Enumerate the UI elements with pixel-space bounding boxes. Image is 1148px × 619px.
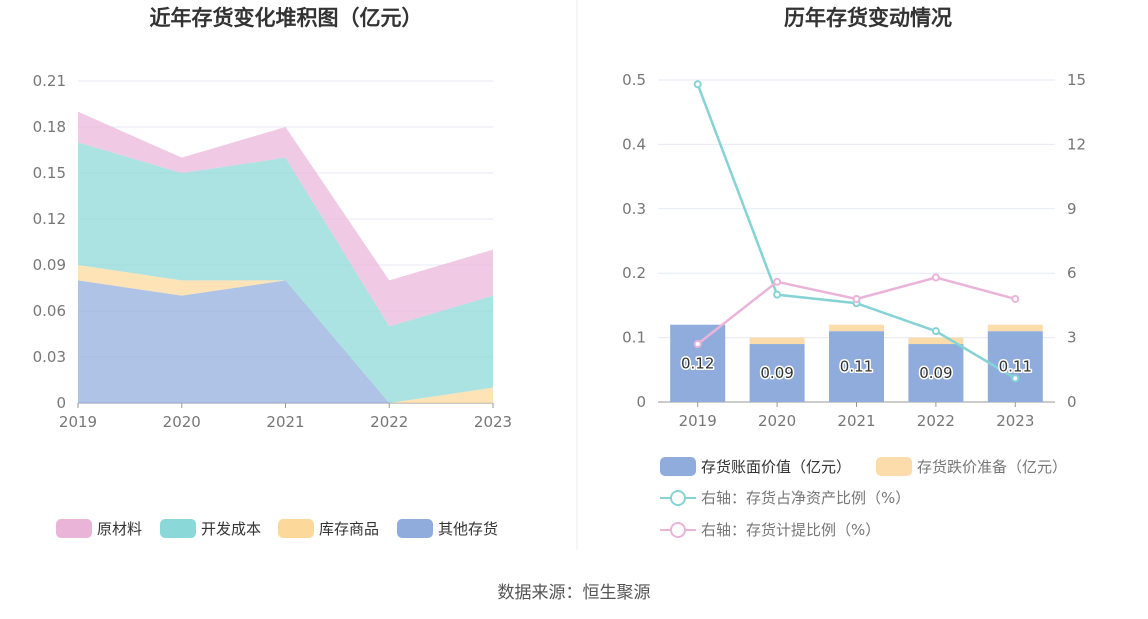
data-source-text: 数据来源：恒生聚源 <box>498 583 651 603</box>
legend-marker <box>670 522 686 538</box>
line-point <box>931 273 940 282</box>
legend-label: 其他存货 <box>438 520 498 538</box>
line-point <box>1011 294 1020 303</box>
line-point <box>693 80 702 89</box>
legend-swatch <box>660 457 696 476</box>
left-x-axis-ticks: 2019 2020 2021 2022 2023 <box>59 403 512 431</box>
line-point <box>773 290 782 299</box>
inventory-change-combo-chart: 历年存货变动情况 0.12 0.09 0.11 0.09 0.11 0 0.1 0.2 0.3… <box>622 6 1086 539</box>
legend-label: 右轴：存货占净资产比例（%） <box>701 489 910 507</box>
left-y-axis-ticks: 0 0.03 0.06 0.09 0.12 0.15 0.18 0.21 <box>33 72 66 412</box>
left-x-tick-label: 2019 <box>59 413 97 431</box>
line-point <box>693 340 702 349</box>
legend-label: 开发成本 <box>201 520 261 538</box>
bar-reserve <box>829 324 884 332</box>
right-y2-tick-label: 15 <box>1067 71 1086 89</box>
legend-marker <box>670 490 686 506</box>
left-legend[interactable]: 原材料 开发成本 库存商品 其他存货 <box>56 519 498 538</box>
right-bar-labels: 0.12 0.09 0.11 0.09 0.11 <box>679 353 1033 384</box>
bar-reserve <box>987 324 1043 332</box>
right-bars <box>670 324 1043 402</box>
area-库存商品 <box>78 265 493 403</box>
right-left-y-axis-ticks: 0 0.1 0.2 0.3 0.4 0.5 <box>622 71 646 411</box>
left-areas <box>78 111 493 404</box>
line-point <box>852 294 861 303</box>
right-y2-tick-label: 6 <box>1067 264 1077 282</box>
right-y2-tick-label: 0 <box>1067 393 1077 411</box>
area-其他存货 <box>78 280 493 403</box>
legend-label: 右轴：存货计提比例（%） <box>701 521 880 539</box>
bar-book-value <box>908 344 964 402</box>
left-x-tick-label: 2020 <box>163 413 201 431</box>
bar-data-label: 0.09 <box>760 364 793 382</box>
left-y-tick-label: 0 <box>56 394 66 412</box>
left-y-tick-label: 0.18 <box>33 118 66 136</box>
right-y2-tick-label: 9 <box>1067 200 1077 218</box>
left-x-tick-label: 2023 <box>474 413 512 431</box>
right-x-tick-label: 2023 <box>996 412 1034 430</box>
left-y-tick-label: 0.15 <box>33 164 66 182</box>
bar-data-label: 0.11 <box>999 358 1032 376</box>
right-chart-title: 历年存货变动情况 <box>784 6 952 30</box>
legend-item-reserve[interactable]: 存货跌价准备（亿元） <box>876 457 1067 476</box>
legend-swatch <box>278 519 314 538</box>
left-y-tick-label: 0.09 <box>33 256 66 274</box>
bar-book-value <box>670 324 726 402</box>
inventory-stacked-area-chart: 近年存货变化堆积图（亿元） 00.030.060.090.120.150.180… <box>33 6 512 538</box>
right-x-axis-ticks: 2019 2020 2021 2022 2023 <box>679 402 1034 430</box>
legend-swatch <box>397 519 433 538</box>
right-x-tick-label: 2020 <box>758 412 796 430</box>
legend-item-line-1[interactable]: 右轴：存货计提比例（%） <box>660 521 880 539</box>
legend-item-库存商品[interactable]: 库存商品 <box>278 519 379 538</box>
bar-data-label: 0.11 <box>840 358 873 376</box>
line-point <box>773 277 782 286</box>
left-chart-title: 近年存货变化堆积图（亿元） <box>150 6 423 30</box>
right-y-tick-label: 0.3 <box>622 200 646 218</box>
right-y-tick-label: 0.4 <box>622 135 646 153</box>
bar-data-label: 0.09 <box>919 364 952 382</box>
bar-book-value <box>829 331 884 402</box>
right-y2-tick-label: 12 <box>1067 135 1086 153</box>
bar-reserve <box>749 337 805 345</box>
legend-swatch <box>56 519 92 538</box>
legend-swatch <box>876 457 912 476</box>
legend-item-原材料[interactable]: 原材料 <box>56 519 142 538</box>
right-y-tick-label: 0.1 <box>622 329 646 347</box>
right-lines <box>693 80 1020 383</box>
right-y-tick-label: 0.2 <box>622 264 646 282</box>
left-x-tick-label: 2022 <box>370 413 408 431</box>
right-y2-tick-label: 3 <box>1067 329 1077 347</box>
area-开发成本 <box>78 142 493 404</box>
bar-data-label: 0.12 <box>681 354 714 372</box>
bar-book-value <box>749 344 805 402</box>
legend-label: 存货账面价值（亿元） <box>701 458 851 476</box>
legend-item-开发成本[interactable]: 开发成本 <box>160 519 261 538</box>
line-point <box>1011 374 1020 383</box>
legend-swatch <box>160 519 196 538</box>
left-y-tick-label: 0.12 <box>33 210 66 228</box>
right-y-tick-label: 0.5 <box>622 71 646 89</box>
bar-reserve <box>908 337 964 345</box>
legend-label: 库存商品 <box>319 520 379 538</box>
left-y-tick-label: 0.21 <box>33 72 66 90</box>
left-y-tick-label: 0.03 <box>33 348 66 366</box>
legend-label: 原材料 <box>97 520 142 538</box>
legend-item-book-value[interactable]: 存货账面价值（亿元） <box>660 457 851 476</box>
left-x-tick-label: 2021 <box>266 413 304 431</box>
right-y-tick-label: 0 <box>636 393 646 411</box>
left-y-tick-label: 0.06 <box>33 302 66 320</box>
area-原材料 <box>78 111 493 327</box>
right-x-tick-label: 2019 <box>679 412 717 430</box>
line-point <box>931 327 940 336</box>
right-x-tick-label: 2022 <box>917 412 955 430</box>
legend-label: 存货跌价准备（亿元） <box>917 458 1067 476</box>
right-x-tick-label: 2021 <box>837 412 875 430</box>
right-legend[interactable]: 存货账面价值（亿元） 存货跌价准备（亿元） 右轴：存货占净资产比例（%） 右轴：存货计… <box>660 457 1067 539</box>
legend-item-line-0[interactable]: 右轴：存货占净资产比例（%） <box>660 489 910 507</box>
legend-item-其他存货[interactable]: 其他存货 <box>397 519 498 538</box>
right-right-y-axis-ticks: 0 3 6 9 12 15 <box>1067 71 1086 411</box>
